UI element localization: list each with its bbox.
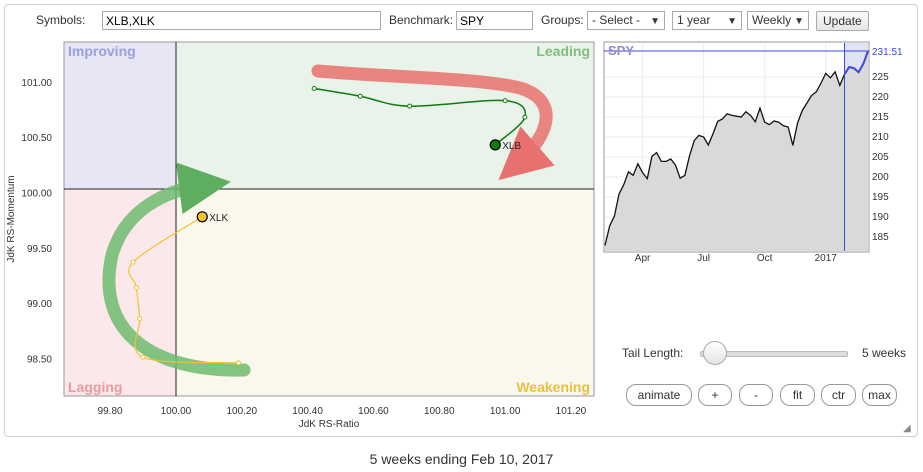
chevron-down-icon: ▼ [650, 16, 660, 27]
tail-point-xlb [522, 114, 528, 120]
rrg-plot-border [63, 41, 595, 397]
tail-length-label: Tail Length: [622, 346, 684, 360]
quadrant-lagging [64, 189, 176, 396]
y-tick-label: 98.50 [27, 354, 52, 365]
spy-y-tick-label: 225 [872, 72, 889, 83]
x-tick-label: 100.40 [292, 406, 323, 417]
max-button[interactable]: max [862, 384, 897, 406]
x-tick-label: 100.00 [161, 406, 192, 417]
tail-point-xlk [137, 316, 143, 322]
period-select[interactable]: 1 year ▼ [672, 11, 742, 30]
spy-x-tick-label: Jul [697, 253, 710, 264]
quadrant-label-leading: Leading [536, 43, 590, 59]
x-tick-label: 100.20 [226, 406, 257, 417]
groups-label: Groups: [541, 13, 584, 27]
spy-x-tick-label: Apr [635, 253, 651, 264]
x-tick-label: 100.80 [424, 406, 455, 417]
x-tick-label: 99.80 [98, 406, 123, 417]
update-button[interactable]: Update [816, 11, 869, 31]
spy-y-tick-label: 210 [872, 132, 889, 143]
x-tick-label: 101.00 [490, 406, 521, 417]
y-tick-label: 100.00 [21, 189, 52, 200]
spy-price-line [604, 50, 869, 246]
spy-chart-title: SPY [608, 43, 634, 58]
symbols-label: Symbols: [36, 13, 86, 27]
interval-select-value: Weekly [752, 13, 792, 27]
quadrant-leading [176, 42, 594, 189]
spy-price-line-highlight [843, 50, 869, 75]
benchmark-label: Benchmark: [389, 13, 454, 27]
tail-line-xlk [128, 216, 239, 364]
x-tick-label: 101.20 [556, 406, 587, 417]
spy-y-tick-label: 220 [872, 92, 889, 103]
spy-y-tick-label: 215 [872, 112, 889, 123]
spy-y-tick-label: 195 [872, 192, 889, 203]
tail-length-slider-track[interactable] [700, 351, 848, 357]
quadrant-improving [64, 42, 176, 189]
period-select-value: 1 year [677, 13, 711, 27]
chevron-down-icon: ▼ [727, 16, 737, 27]
y-tick-label: 99.00 [27, 299, 52, 310]
x-axis-label: JdK RS-Ratio [299, 419, 360, 430]
tail-point-xlk [140, 354, 146, 360]
y-tick-label: 99.50 [27, 244, 52, 255]
chevron-down-icon: ▼ [794, 16, 804, 27]
fit-button[interactable]: fit [780, 384, 815, 406]
tail-point-xlb[interactable] [489, 139, 501, 151]
spy-axis-ticks: 185 190 195 200 205 210 215 220 225 Apr Jul Oct 2017 [635, 72, 889, 264]
point-label-xlk: XLK [209, 213, 228, 224]
y-tick-label: 100.50 [21, 133, 52, 144]
y-tick-label: 101.00 [21, 78, 52, 89]
benchmark-input[interactable] [456, 11, 533, 30]
interval-select[interactable]: Weekly ▼ [747, 11, 809, 30]
spy-y-tick-label: 200 [872, 172, 889, 183]
quadrant-label-lagging: Lagging [68, 379, 122, 395]
spy-x-tick-label: Oct [757, 253, 773, 264]
tail-point-xlk [133, 285, 139, 291]
quadrant-label-weakening: Weakening [516, 379, 590, 395]
resize-grip-icon[interactable]: ◢ [903, 423, 911, 434]
groups-select[interactable]: - Select - ▼ [587, 11, 665, 30]
tail-length-slider-handle[interactable] [702, 341, 727, 365]
rrg-tails: XLB XLK [128, 85, 528, 366]
groups-select-value: - Select - [592, 13, 641, 27]
spy-y-tick-label: 190 [872, 212, 889, 223]
spy-y-tick-label: 185 [872, 232, 889, 243]
tail-point-xlk [235, 360, 241, 366]
y-axis-label: JdK RS-Momentum [6, 175, 17, 262]
tail-point-xlk [130, 259, 136, 265]
tail-point-xlb [357, 93, 363, 99]
tail-point-xlb [311, 85, 317, 91]
tail-point-xlb [502, 98, 508, 104]
center-button[interactable]: ctr [821, 384, 856, 406]
zoom-in-button[interactable]: + [698, 384, 732, 406]
rrg-axis-ticks: 99.80 100.00 100.20 100.40 100.60 100.80 101.0… [21, 78, 586, 417]
symbols-input[interactable] [102, 11, 381, 30]
spy-last-value-label: 231.51 [872, 47, 903, 58]
quadrant-label-improving: Improving [68, 43, 136, 59]
tail-point-xlk[interactable] [196, 211, 208, 223]
quadrant-weakening [176, 189, 594, 396]
spy-x-tick-label: 2017 [815, 253, 838, 264]
x-tick-label: 100.60 [358, 406, 389, 417]
spy-price-area [605, 51, 868, 251]
spy-y-tick-label: 205 [872, 152, 889, 163]
tail-point-xlb [407, 103, 413, 109]
annotation-arrow-red [311, 64, 555, 181]
point-label-xlb: XLB [502, 141, 521, 152]
zoom-out-button[interactable]: - [739, 384, 773, 406]
tail-length-value: 5 weeks [862, 346, 907, 360]
footer-caption: 5 weeks ending Feb 10, 2017 [369, 451, 554, 467]
animate-button[interactable]: animate [626, 384, 692, 406]
